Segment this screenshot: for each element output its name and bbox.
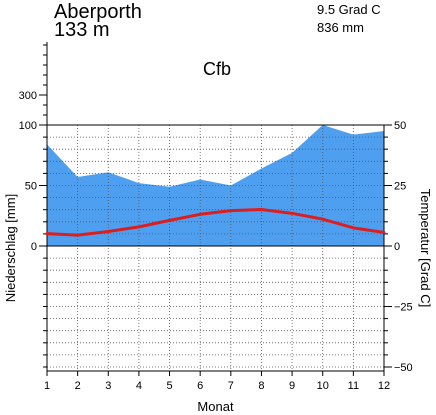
annual-precipitation: 836 mm xyxy=(317,20,364,35)
x-tick-label: 6 xyxy=(197,380,203,392)
annual-mean-temperature: 9.5 Grad C xyxy=(317,2,381,17)
temp-tick-label: −50 xyxy=(394,362,413,374)
x-tick-label: 1 xyxy=(44,380,50,392)
x-axis-title: Monat xyxy=(197,399,234,414)
temp-tick-label: 25 xyxy=(394,181,406,193)
precip-tick-label: 50 xyxy=(25,181,37,193)
temperature-line xyxy=(45,207,386,237)
precip-tick-label: 100 xyxy=(19,120,37,132)
x-tick-label: 12 xyxy=(378,380,390,392)
temp-tick-label: 50 xyxy=(394,120,406,132)
temp-tick-label: 0 xyxy=(394,241,400,253)
x-tick-label: 3 xyxy=(105,380,111,392)
precip-axis-title: Niederschlag [mm] xyxy=(3,194,18,302)
x-tick-label: 2 xyxy=(75,380,81,392)
temp-axis-title: Temperatur [Grad C] xyxy=(418,189,433,308)
x-tick-label: 7 xyxy=(228,380,234,392)
station-elevation: 133 m xyxy=(54,19,110,41)
station-name: Aberporth xyxy=(54,1,142,23)
climate-classification: Cfb xyxy=(203,59,232,79)
temp-tick-label: −25 xyxy=(394,302,413,314)
x-tick-label: 10 xyxy=(317,380,329,392)
upper-precip-tick-label: 300 xyxy=(19,90,37,102)
x-tick-label: 9 xyxy=(289,380,295,392)
x-tick-label: 4 xyxy=(136,380,142,392)
x-tick-label: 11 xyxy=(348,380,359,392)
x-tick-label: 8 xyxy=(258,380,264,392)
x-tick-label: 5 xyxy=(166,380,172,392)
precip-tick-label: 0 xyxy=(31,241,37,253)
